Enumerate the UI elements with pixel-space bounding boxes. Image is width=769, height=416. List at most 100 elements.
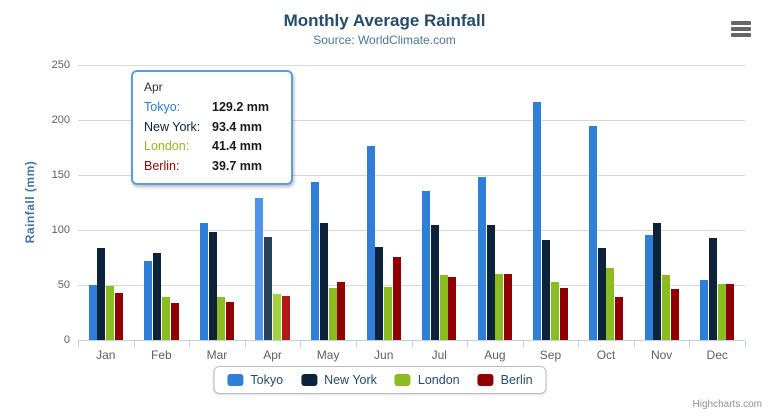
bar-london-jan[interactable] xyxy=(106,286,115,340)
x-axis-tick xyxy=(244,341,246,347)
bar-new-york-mar[interactable] xyxy=(208,231,217,340)
bar-berlin-dec[interactable] xyxy=(726,283,735,340)
bar-tokyo-oct[interactable] xyxy=(588,126,597,340)
legend-item-new-york[interactable]: New York xyxy=(301,373,377,387)
legend-item-london[interactable]: London xyxy=(394,373,460,387)
tooltip-series-value: 39.7 mm xyxy=(212,158,263,173)
bar-tokyo-mar[interactable] xyxy=(199,222,208,340)
x-axis-label-nov: Nov xyxy=(650,348,673,362)
legend-item-tokyo[interactable]: Tokyo xyxy=(227,373,283,387)
bar-london-sep[interactable] xyxy=(550,282,559,340)
tooltip-header: Apr xyxy=(144,80,163,94)
bar-tokyo-jul[interactable] xyxy=(422,190,431,340)
tooltip-series-name: Tokyo: xyxy=(144,100,181,114)
bar-london-mar[interactable] xyxy=(217,296,226,340)
y-axis-tick-label: 250 xyxy=(51,59,70,71)
x-axis-label-sep: Sep xyxy=(539,348,562,362)
bar-new-york-jan[interactable] xyxy=(97,248,106,340)
legend: Tokyo New York London Berlin xyxy=(213,366,547,394)
bar-new-york-aug[interactable] xyxy=(486,225,495,340)
bar-london-aug[interactable] xyxy=(495,274,504,340)
legend-item-berlin[interactable]: Berlin xyxy=(477,373,533,387)
x-axis-tick xyxy=(133,341,135,347)
bar-tokyo-feb[interactable] xyxy=(144,261,153,340)
tooltip-series-name: London: xyxy=(144,139,190,153)
chart-title: Monthly Average Rainfall xyxy=(283,11,486,30)
x-axis-label-jun: Jun xyxy=(374,348,394,362)
bar-london-jul[interactable] xyxy=(439,275,448,340)
legend-label: New York xyxy=(324,373,377,387)
bar-berlin-sep[interactable] xyxy=(559,287,568,340)
hamburger-menu-icon xyxy=(731,21,751,37)
legend-swatch-berlin xyxy=(477,374,494,386)
bar-london-may[interactable] xyxy=(328,288,337,340)
x-axis-tick xyxy=(522,341,524,347)
bar-london-apr[interactable] xyxy=(272,294,281,340)
bar-new-york-jun[interactable] xyxy=(375,247,384,340)
export-menu-button[interactable] xyxy=(727,17,755,43)
x-axis-label-may: May xyxy=(316,348,340,362)
bar-tokyo-sep[interactable] xyxy=(533,101,542,340)
credits-link[interactable]: Highcharts.com xyxy=(692,399,762,410)
gridline xyxy=(78,120,745,121)
bar-berlin-aug[interactable] xyxy=(504,273,512,340)
bar-new-york-sep[interactable] xyxy=(542,239,551,340)
x-axis-tick xyxy=(300,341,302,347)
bar-new-york-nov[interactable] xyxy=(653,222,662,340)
y-axis-tick-label: 200 xyxy=(51,114,70,126)
bar-berlin-jun[interactable] xyxy=(392,256,401,340)
x-axis-tick xyxy=(355,341,357,347)
tooltip-row-london: London: 41.4 mm xyxy=(144,137,280,157)
bar-new-york-jul[interactable] xyxy=(430,224,439,340)
tooltip-series-value: 93.4 mm xyxy=(212,119,263,134)
bar-berlin-jan[interactable] xyxy=(114,293,123,340)
x-axis-label-jan: Jan xyxy=(96,348,116,362)
bar-tokyo-apr[interactable] xyxy=(255,197,264,340)
x-axis-tick xyxy=(578,341,580,347)
bar-berlin-oct[interactable] xyxy=(615,296,624,340)
gridline xyxy=(78,285,745,286)
bar-london-feb[interactable] xyxy=(161,297,170,340)
bar-berlin-apr[interactable] xyxy=(281,296,290,340)
tooltip-row-tokyo: Tokyo: 129.2 mm xyxy=(144,98,280,118)
bar-berlin-mar[interactable] xyxy=(226,302,235,340)
bar-tokyo-jun[interactable] xyxy=(366,146,375,340)
x-axis-tick xyxy=(189,341,191,347)
bar-berlin-jul[interactable] xyxy=(448,276,457,340)
bar-london-dec[interactable] xyxy=(717,283,726,340)
legend-swatch-tokyo xyxy=(227,374,244,386)
bar-new-york-feb[interactable] xyxy=(153,253,161,340)
tooltip-row-new-york: New York: 93.4 mm xyxy=(144,118,280,138)
bar-berlin-feb[interactable] xyxy=(170,303,179,340)
bar-tokyo-aug[interactable] xyxy=(477,176,486,340)
y-axis-tick-label: 50 xyxy=(57,279,70,291)
bar-tokyo-dec[interactable] xyxy=(700,280,709,340)
legend-label: London xyxy=(417,373,460,387)
bar-new-york-apr[interactable] xyxy=(264,237,273,340)
tooltip: Apr Tokyo: 129.2 mm New York: 93.4 mm London… xyxy=(131,70,293,185)
y-axis-tick-label: 100 xyxy=(51,224,70,236)
bar-tokyo-jan[interactable] xyxy=(88,285,97,340)
tooltip-series-value: 129.2 mm xyxy=(212,100,269,114)
bar-berlin-nov[interactable] xyxy=(670,288,679,340)
bar-tokyo-may[interactable] xyxy=(311,181,319,340)
chart-subtitle: Source: WorldClimate.com xyxy=(313,33,456,47)
x-axis-label-aug: Aug xyxy=(484,348,506,362)
bar-london-jun[interactable] xyxy=(384,286,393,340)
bar-new-york-dec[interactable] xyxy=(708,238,717,340)
tooltip-row-berlin: Berlin: 39.7 mm xyxy=(144,157,280,177)
x-axis-tick xyxy=(411,341,413,347)
x-axis-tick xyxy=(745,341,746,347)
bar-berlin-may[interactable] xyxy=(337,282,346,340)
bar-london-nov[interactable] xyxy=(662,274,670,340)
bar-tokyo-nov[interactable] xyxy=(644,234,653,340)
x-axis-label-apr: Apr xyxy=(263,348,282,362)
x-axis-tick xyxy=(689,341,691,347)
tooltip-series-value: 41.4 mm xyxy=(212,139,263,153)
bar-new-york-oct[interactable] xyxy=(597,248,606,340)
bar-london-oct[interactable] xyxy=(606,268,615,340)
bar-new-york-may[interactable] xyxy=(319,223,328,340)
y-axis-tick-label: 0 xyxy=(63,334,70,346)
x-axis-label-oct: Oct xyxy=(596,348,616,362)
